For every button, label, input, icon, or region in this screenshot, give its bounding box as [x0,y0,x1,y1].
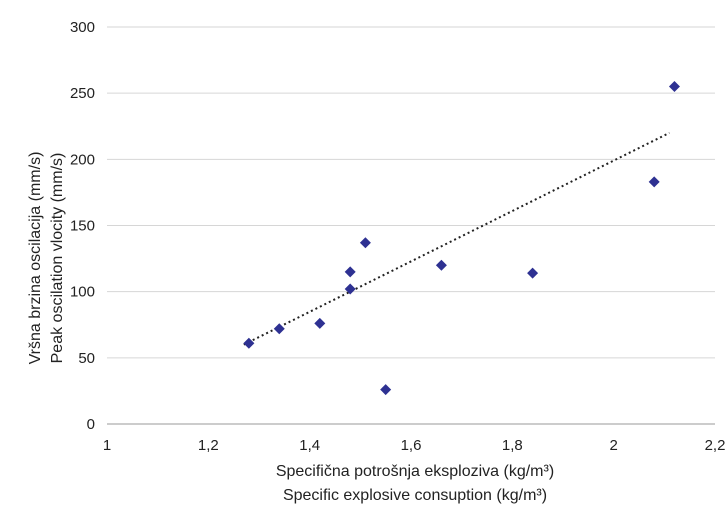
data-point [527,267,539,279]
x-tick-label: 2,2 [705,437,726,454]
data-point [648,176,660,188]
data-point [273,323,285,335]
y-axis-title-line-1: Vršna brzina oscilacija (mm/s) [27,152,44,365]
data-point [344,283,356,295]
trendline-group [243,131,670,346]
y-tick-label: 50 [78,350,95,367]
data-point [344,266,356,278]
gridlines [107,26,715,425]
data-points [243,81,680,396]
y-tick-label: 150 [70,218,95,235]
x-tick-label: 1,4 [299,437,320,454]
x-axis-title-line-2: Specific explosive consuption (kg/m³) [283,487,547,504]
data-point [243,337,255,349]
data-point [435,259,447,271]
data-point [380,384,392,396]
y-tick-label: 200 [70,151,95,168]
y-axis-ticks: 0 50 100 150 200 250 300 [70,19,95,433]
x-tick-label: 1 [103,437,111,454]
x-tick-label: 1,2 [198,437,219,454]
data-point [668,81,680,93]
y-tick-label: 0 [87,416,95,433]
y-tick-label: 100 [70,284,95,301]
x-tick-label: 2 [609,437,617,454]
data-point [359,237,371,249]
x-tick-label: 1,6 [401,437,422,454]
trendline [243,131,670,346]
y-tick-label: 300 [70,19,95,36]
y-axis-title-line-2: Peak oscilation vlocity (mm/s) [49,153,66,364]
x-axis-ticks: 1 1,2 1,4 1,6 1,8 2 2,2 [103,437,726,454]
data-point [314,317,326,329]
x-axis-title-line-1: Specifična potrošnja eksploziva (kg/m³) [276,463,554,480]
x-tick-label: 1,8 [502,437,523,454]
y-tick-label: 250 [70,85,95,102]
